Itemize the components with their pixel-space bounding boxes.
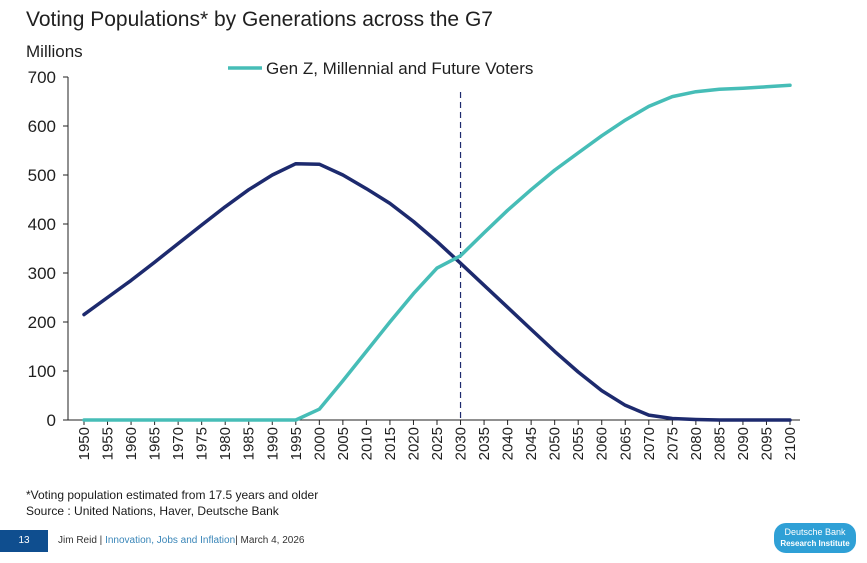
axes <box>67 77 800 421</box>
line-chart: 0 100 200 300 400 500 600 700 1950 1955 1960 1965 19… <box>28 59 800 460</box>
chart-title: Voting Populations* by Generations acros… <box>26 8 493 31</box>
x-tick-label: 2015 <box>382 427 399 460</box>
y-tick-label: 600 <box>28 117 56 136</box>
footer-date: March 4, 2026 <box>240 535 305 546</box>
y-tick-label: 0 <box>47 411 56 430</box>
x-tick-label: 2050 <box>547 427 564 460</box>
x-tick-label: 2045 <box>523 427 540 460</box>
footnote-voting-age: *Voting population estimated from 17.5 y… <box>26 488 319 502</box>
series-group <box>82 83 792 422</box>
x-tick-label: 1995 <box>288 427 305 460</box>
logo-line2: Research Institute <box>780 539 850 548</box>
x-tick-label: 1970 <box>170 427 187 460</box>
x-tick-label: 2095 <box>758 427 775 460</box>
x-tick-label: 2000 <box>311 427 328 460</box>
footer-citation: Jim Reid | Innovation, Jobs and Inflatio… <box>58 535 305 546</box>
page-footer: 13 Jim Reid | Innovation, Jobs and Infla… <box>0 523 867 563</box>
x-tick-label: 2055 <box>570 427 587 460</box>
x-tick-label: 2035 <box>476 427 493 460</box>
legend-label: Gen Z, Millennial and Future Voters <box>266 59 533 78</box>
x-tick-label: 1960 <box>123 427 140 460</box>
x-tick-label: 1975 <box>194 427 211 460</box>
x-tick-label: 2080 <box>688 427 705 460</box>
legend: Gen Z, Millennial and Future Voters <box>228 59 533 78</box>
footer-report-title[interactable]: Innovation, Jobs and Inflation <box>105 535 236 546</box>
x-tick-label: 2065 <box>617 427 634 460</box>
x-tick-label: 1980 <box>217 427 234 460</box>
x-tick-label: 2040 <box>500 427 517 460</box>
y-tick-label: 300 <box>28 264 56 283</box>
y-tick-label: 700 <box>28 68 56 87</box>
x-tick-label: 2100 <box>782 427 799 460</box>
x-tick-label: 1985 <box>241 427 258 460</box>
y-tick-label: 500 <box>28 166 56 185</box>
y-tick-label: 200 <box>28 313 56 332</box>
x-tick-label: 1955 <box>100 427 117 460</box>
x-tick-label: 2005 <box>335 427 352 460</box>
series-line-gen-z-millennial <box>82 83 792 422</box>
ticks: 0 100 200 300 400 500 600 700 1950 1955 1960 1965 19… <box>28 68 799 460</box>
x-tick-label: 2020 <box>405 427 422 460</box>
y-tick-label: 100 <box>28 362 56 381</box>
deutsche-bank-logo: Deutsche Bank Research Institute <box>774 523 856 553</box>
x-tick-label: 2075 <box>664 427 681 460</box>
x-tick-label: 2085 <box>711 427 728 460</box>
x-tick-label: 1950 <box>76 427 93 460</box>
page-number: 13 <box>0 530 48 552</box>
y-tick-label: 400 <box>28 215 56 234</box>
x-tick-label: 2010 <box>358 427 375 460</box>
x-tick-label: 2090 <box>735 427 752 460</box>
series-line-older-generations <box>82 161 792 422</box>
x-tick-label: 2025 <box>429 427 446 460</box>
x-tick-label: 2030 <box>453 427 470 460</box>
x-tick-label: 2060 <box>594 427 611 460</box>
x-tick-label: 2070 <box>641 427 658 460</box>
x-tick-label: 1990 <box>264 427 281 460</box>
x-tick-label: 1965 <box>147 427 164 460</box>
y-axis-unit-label: Millions <box>26 42 83 61</box>
footer-author: Jim Reid <box>58 535 97 546</box>
logo-line1: Deutsche Bank <box>784 527 846 537</box>
footnote-source: Source : United Nations, Haver, Deutsche… <box>26 504 279 518</box>
